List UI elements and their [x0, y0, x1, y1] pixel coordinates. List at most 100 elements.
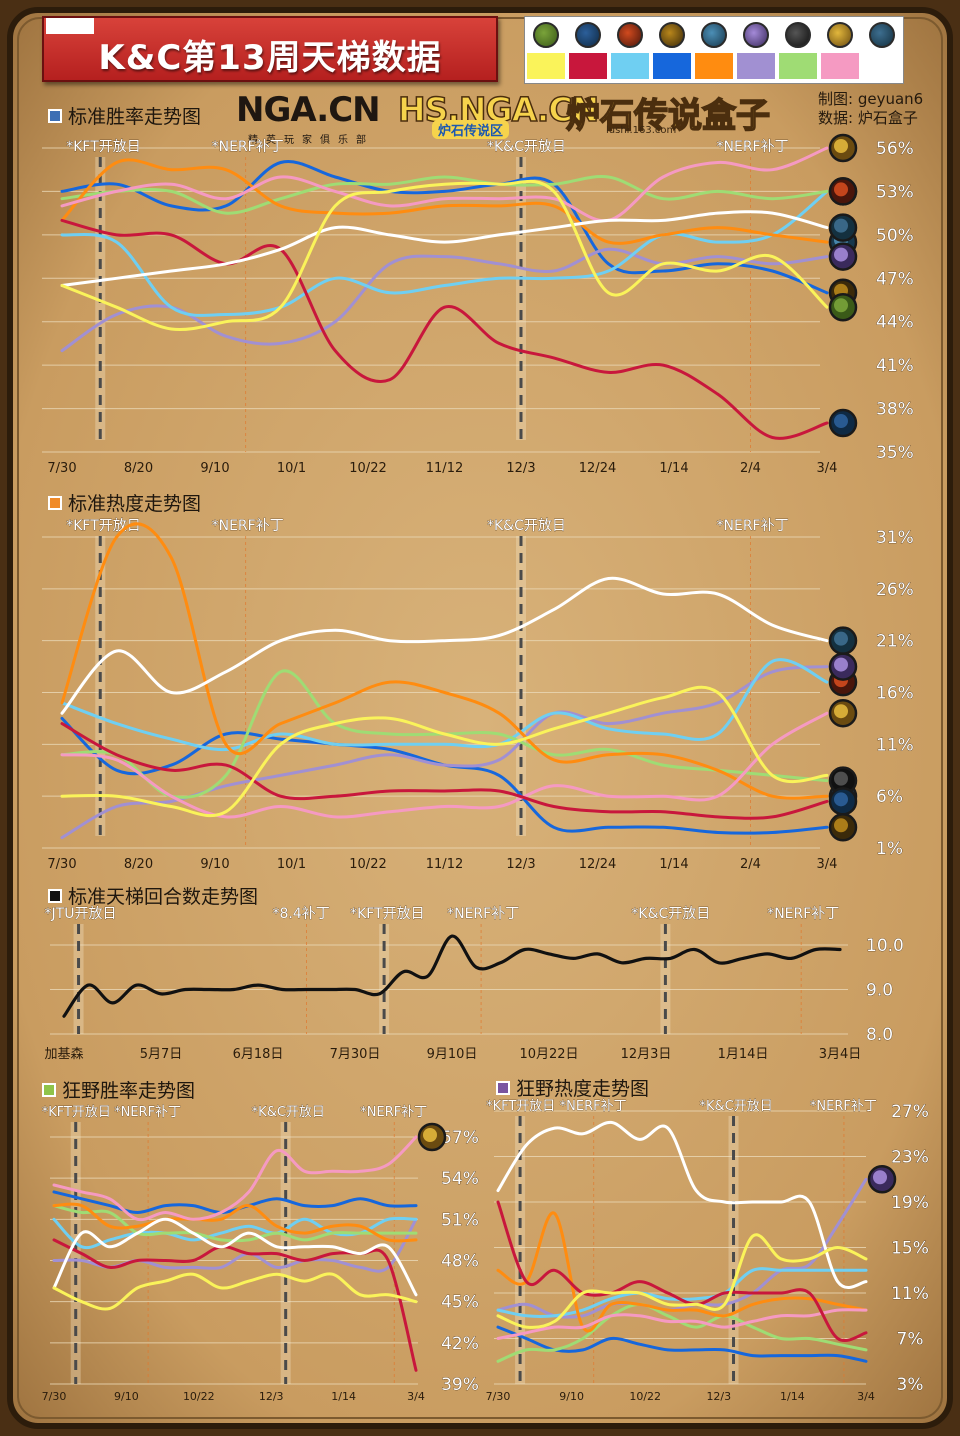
x-tick-label: 9月10日: [427, 1047, 478, 1062]
rogue-class-icon: [777, 17, 819, 53]
y-tick-label: 11%: [891, 1284, 929, 1304]
y-tick-label: 48%: [441, 1252, 479, 1272]
x-tick-label: 1/14: [659, 461, 688, 476]
y-tick-label: 54%: [441, 1169, 479, 1189]
x-tick-label: 10月22日: [519, 1047, 578, 1062]
hs-nga-logo-subtitle: 炉石传说区: [432, 120, 510, 139]
series-line-warrior: [496, 1200, 868, 1343]
x-tick-label: 10/22: [349, 461, 386, 476]
event-label: *NERF补丁: [212, 518, 284, 534]
series-line-paladin: [60, 146, 829, 223]
y-tick-label: 8.0: [866, 1025, 893, 1045]
x-tick-label: 9/10: [114, 1390, 139, 1403]
y-tick-label: 42%: [441, 1334, 479, 1354]
x-tick-label: 3/4: [817, 857, 838, 872]
end-icon-warlock-core: [834, 657, 848, 672]
event-label: *JTU开放日: [45, 906, 117, 922]
x-tick-label: 2/4: [740, 857, 761, 872]
y-tick-label: 19%: [891, 1193, 929, 1213]
y-tick-label: 21%: [876, 632, 914, 652]
y-tick-label: 27%: [891, 1102, 929, 1122]
x-tick-label: 11/12: [426, 857, 463, 872]
std-winrate-title: 标准胜率走势图: [48, 102, 201, 129]
end-icon-paladin-core: [834, 139, 848, 153]
end-icon-rogue-core: [834, 771, 848, 786]
wild_pop-plot: 3% 7% 11% 15% 19% 23% 27% 7/30 9/10 10/22 12/3 1/14…: [486, 1099, 930, 1403]
series-line-shaman: [496, 1325, 868, 1363]
series-line-warrior: [60, 722, 829, 820]
y-tick-label: 11%: [876, 735, 914, 755]
series-line-hunter: [52, 1202, 418, 1243]
series-line-hunter: [496, 1211, 868, 1333]
end-icon-priest-core: [834, 218, 848, 233]
mage-color-swatch: [611, 53, 649, 79]
x-tick-label: 1/14: [780, 1390, 805, 1403]
priest-color-swatch: [863, 53, 901, 79]
series-line-shaman: [60, 160, 829, 295]
event-label: *NERF补丁: [447, 906, 519, 922]
wild-winrate-title-swatch: [42, 1082, 56, 1097]
std-turns-title-swatch: [48, 888, 62, 903]
std-winrate-title-swatch: [48, 108, 62, 123]
paladin-color-swatch: [821, 53, 859, 79]
wild-popularity-title-swatch: [496, 1080, 510, 1095]
priest-class-icon: [861, 17, 903, 53]
x-tick-label: 9/10: [559, 1390, 584, 1403]
y-tick-label: 10.0: [866, 936, 904, 956]
warrior-class-icon: [567, 17, 609, 53]
x-tick-label: 9/10: [200, 461, 229, 476]
x-tick-label: 7/30: [47, 857, 76, 872]
x-tick-label: 12/3: [259, 1390, 284, 1403]
druid-color-swatch: [527, 53, 565, 79]
x-tick-label: 11/12: [426, 461, 463, 476]
event-label: *KFT开放日: [42, 1105, 111, 1120]
x-tick-label: 10/1: [277, 857, 306, 872]
wild-popularity-title: 狂野热度走势图: [496, 1074, 649, 1101]
std-popularity-title-swatch: [48, 495, 62, 510]
end-icon-shaman-core: [834, 818, 848, 833]
y-tick-label: 47%: [876, 269, 914, 289]
x-tick-label: 8/20: [124, 857, 153, 872]
event-label: *NERF补丁: [717, 139, 789, 155]
x-tick-label: 5月7日: [140, 1047, 183, 1062]
y-tick-label: 3%: [897, 1375, 924, 1395]
y-tick-label: 9.0: [866, 981, 893, 1001]
shaman-class-icon: [651, 17, 693, 53]
series-line-hunter: [60, 522, 829, 800]
y-tick-label: 7%: [897, 1330, 924, 1350]
paladin-class-icon: [819, 17, 861, 53]
wild_wr-plot: 39% 42% 45% 48% 51% 54% 57% 7/30 9/10 10/22 12/3 1/…: [41, 1105, 479, 1403]
hearthstone-box-logo: 炉石传说盒子: [565, 95, 771, 137]
wild-winrate-title: 狂野胜率走势图: [42, 1076, 195, 1103]
y-tick-label: 44%: [876, 313, 914, 333]
series-line-paladin: [60, 711, 829, 819]
end-icon-paladin-core: [423, 1128, 437, 1142]
series-line-druid: [52, 1272, 418, 1311]
x-tick-label: 7/30: [47, 461, 76, 476]
y-tick-label: 15%: [891, 1239, 929, 1259]
std_wr-plot: 35% 38% 41% 44% 47% 50% 53% 56% 7/30 8/20 9/10 10/1…: [42, 133, 914, 476]
event-label: *NERF补丁: [360, 1105, 427, 1120]
event-label: *NERF补丁: [810, 1099, 877, 1114]
series-line-rogue: [60, 175, 829, 215]
series-line-mage: [60, 658, 829, 752]
std_pop-plot: 1% 6% 11% 16% 21% 26% 31% 7/30 8/20 9/10 10/1 10/22…: [42, 518, 914, 872]
x-tick-label: 3/4: [407, 1390, 425, 1403]
event-label: *KFT开放日: [66, 139, 141, 155]
x-tick-label: 10/1: [277, 461, 306, 476]
x-tick-label: 3/4: [817, 461, 838, 476]
event-label: *NERF补丁: [717, 518, 789, 534]
series-line-hunter: [60, 158, 829, 245]
x-tick-label: 3/4: [857, 1390, 875, 1403]
x-tick-label: 3月4日: [819, 1047, 862, 1062]
title-banner: K&C第13周天梯数据: [42, 16, 498, 82]
event-label: *NERF补丁: [767, 906, 839, 922]
event-label: *NERF补丁: [212, 139, 284, 155]
x-tick-label: 12/3: [706, 1390, 731, 1403]
y-tick-label: 35%: [876, 443, 914, 463]
x-tick-label: 12/3: [506, 461, 535, 476]
series-line-priest: [496, 1120, 868, 1289]
y-tick-label: 38%: [876, 400, 914, 420]
y-tick-label: 56%: [876, 139, 914, 159]
